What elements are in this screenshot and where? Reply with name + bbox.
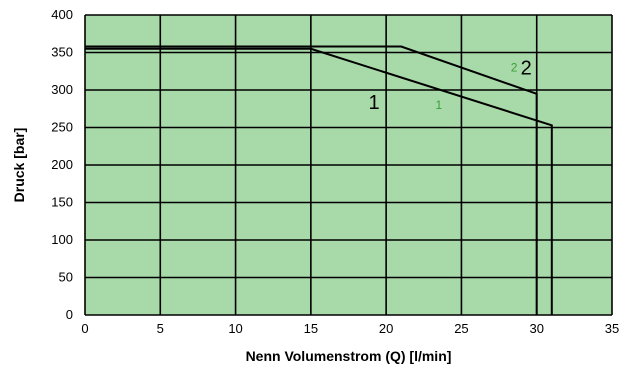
- y-tick-label: 250: [51, 120, 73, 135]
- curve-1-line: [85, 47, 553, 315]
- y-tick-label: 350: [51, 45, 73, 60]
- y-tick-label: 100: [51, 232, 73, 247]
- y-tick-label: 400: [51, 7, 73, 22]
- y-tick-label: 300: [51, 82, 73, 97]
- x-tick-label: 20: [379, 321, 393, 336]
- x-tick-label: 10: [228, 321, 242, 336]
- x-tick-label: 5: [157, 321, 164, 336]
- curve-2-line: [85, 45, 538, 315]
- x-tick-label: 15: [304, 321, 318, 336]
- y-tick-label: 0: [66, 307, 73, 322]
- x-tick-labels: 0 5 10 15 20 25 30 35: [81, 321, 619, 336]
- x-tick-label: 25: [454, 321, 468, 336]
- curve-2-label-small: 2: [511, 60, 518, 74]
- y-tick-label: 50: [59, 270, 73, 285]
- x-tick-label: 0: [81, 321, 88, 336]
- series: [85, 45, 553, 315]
- y-tick-label: 200: [51, 157, 73, 172]
- x-axis-title: Nenn Volumenstrom (Q) [l/min]: [246, 348, 452, 364]
- y-tick-labels: 0 50 100 150 200 250 300 350 400: [51, 7, 73, 322]
- curve-1-label: 1: [369, 92, 380, 114]
- y-tick-label: 150: [51, 195, 73, 210]
- x-tick-label: 35: [605, 321, 619, 336]
- curve-1-label-small: 1: [435, 98, 442, 112]
- curve-2-label: 2: [521, 57, 532, 79]
- grid: [84, 14, 613, 316]
- y-axis-title: Druck [bar]: [11, 128, 27, 203]
- x-tick-label: 30: [529, 321, 543, 336]
